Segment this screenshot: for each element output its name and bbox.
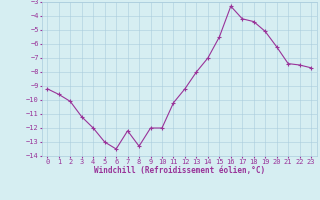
X-axis label: Windchill (Refroidissement éolien,°C): Windchill (Refroidissement éolien,°C) <box>94 166 265 175</box>
